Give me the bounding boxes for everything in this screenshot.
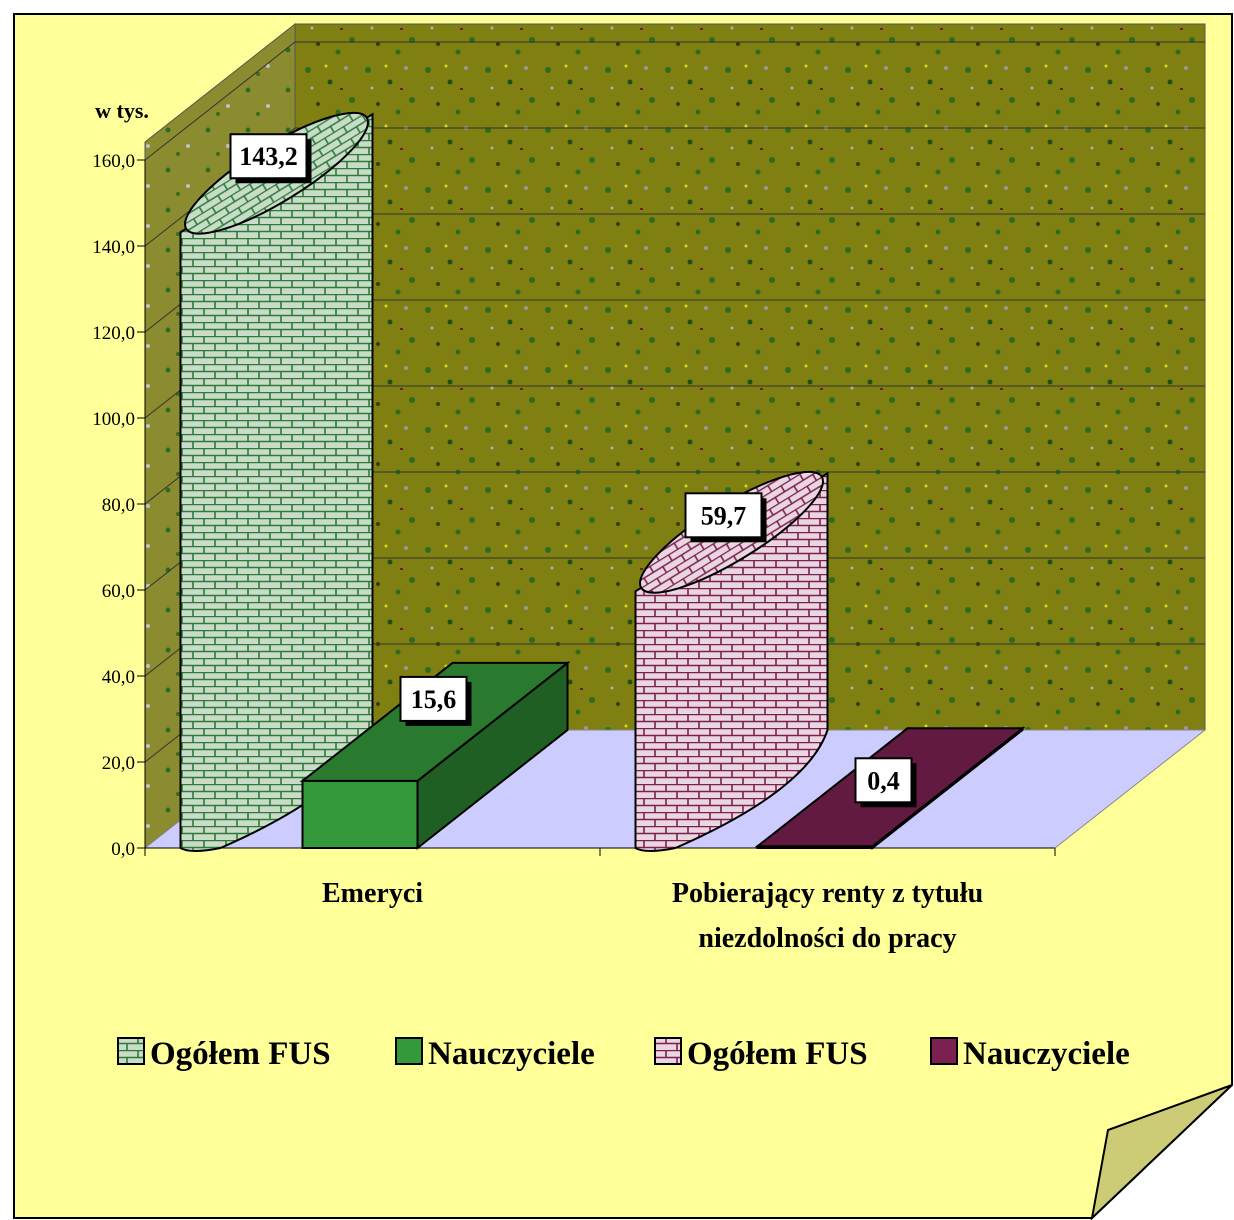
- y-tick-label: 40,0: [102, 667, 135, 688]
- data-label-box: [854, 757, 913, 804]
- legend-item: Ogółem FUS: [654, 1036, 868, 1072]
- legend-item: Nauczyciele: [395, 1036, 595, 1072]
- data-label-text: 143,2: [239, 142, 298, 171]
- data-label-box: [399, 675, 468, 722]
- legend-label: Nauczyciele: [428, 1036, 595, 1072]
- legend-swatch: [117, 1037, 145, 1065]
- y-tick-label: 140,0: [92, 237, 135, 258]
- bars-layer: 143,2 15,6 59,7 0,4: [179, 111, 1026, 852]
- y-tick-label: 20,0: [102, 753, 135, 774]
- bar-box-front: [301, 779, 419, 849]
- data-label-box: [684, 492, 763, 539]
- legend-item: Nauczyciele: [930, 1036, 1130, 1072]
- data-label: 143,2: [229, 133, 312, 184]
- data-label-text: 0,4: [867, 766, 900, 795]
- y-tick-label: 60,0: [102, 581, 135, 602]
- category-label: Emeryci: [322, 878, 423, 909]
- page-curl: [1090, 1084, 1233, 1220]
- gridline-side: [144, 41, 296, 161]
- y-axis: 0,0 20,0 40,0 60,0 80,0 100,0 120,0 140,0 160,0 w…: [92, 98, 1056, 860]
- legend-item: Ogółem FUS: [117, 1036, 331, 1072]
- bar-cylinder: [179, 111, 374, 852]
- data-label-text: 15,6: [411, 685, 457, 714]
- y-unit-label: w tys.: [95, 98, 149, 123]
- data-label: 0,4: [854, 757, 917, 808]
- category-label: Pobierający renty z tytułu: [672, 878, 983, 909]
- data-label: 15,6: [399, 675, 472, 726]
- legend: Ogółem FUS Nauczyciele Ogółem FUS Nauczycie…: [117, 1036, 1130, 1072]
- data-label: 59,7: [684, 492, 767, 543]
- legend-swatch: [395, 1037, 423, 1065]
- y-tick-label: 80,0: [102, 495, 135, 516]
- category-label: niezdolności do pracy: [698, 923, 956, 954]
- y-tick-label: 160,0: [92, 151, 135, 172]
- y-tick-label: 120,0: [92, 323, 135, 344]
- legend-swatch: [654, 1037, 682, 1065]
- legend-label: Ogółem FUS: [150, 1036, 331, 1072]
- category-labels: Emeryci Pobierający renty z tytułu niezdol…: [322, 878, 983, 954]
- data-label-box: [229, 133, 308, 180]
- legend-label: Ogółem FUS: [687, 1036, 868, 1072]
- y-tick-label: 100,0: [92, 409, 135, 430]
- data-label-text: 59,7: [701, 501, 747, 530]
- y-tick-label: 0,0: [111, 839, 135, 860]
- legend-swatch: [930, 1037, 958, 1065]
- legend-label: Nauczyciele: [963, 1036, 1130, 1072]
